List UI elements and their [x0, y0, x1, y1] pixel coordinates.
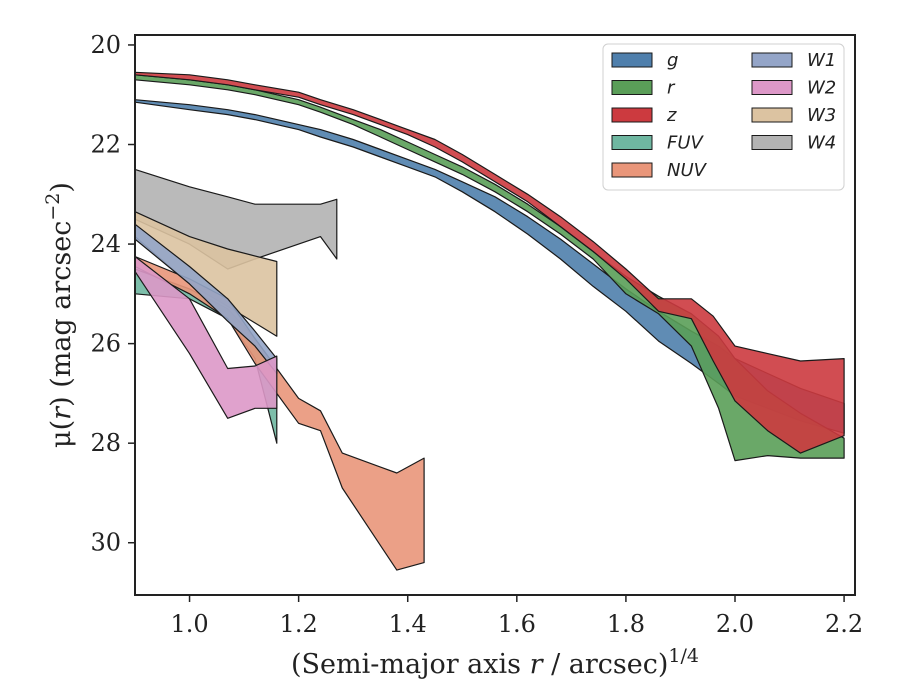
legend: grz FUV NUV W1 W2 W3 W4: [602, 43, 845, 191]
x-tick-label: 2.2: [825, 610, 863, 638]
legend-label-w2: W2: [807, 78, 836, 99]
y-tick-label: 24: [90, 230, 121, 258]
legend-swatch-nuv: [611, 162, 653, 178]
legend-label-w4: W4: [807, 133, 836, 154]
x-tick-label: 1.4: [389, 610, 427, 638]
legend-label-r: r: [667, 78, 676, 99]
legend-label-z: z: [666, 105, 677, 126]
band-w2: [134, 255, 278, 419]
x-tick-label: 1.6: [498, 610, 536, 638]
legend-swatch-fuv: [611, 135, 653, 150]
legend-swatch-r: [611, 80, 653, 95]
legend-label-nuv: NUV: [667, 160, 708, 181]
legend-swatch-w2: [751, 80, 793, 95]
legend-swatch-z: [611, 107, 653, 123]
legend-swatch-g: [611, 52, 653, 68]
y-tick-label: 26: [90, 330, 121, 358]
x-axis: 1.0 1.2 1.4 1.6 1.8 2.0 2.2: [170, 595, 863, 638]
y-tick-label: 28: [90, 429, 121, 457]
legend-label-w1: W1: [807, 50, 836, 71]
legend-swatch-w1: [751, 52, 793, 68]
y-axis: 20 22 24 26 28 30: [90, 31, 135, 557]
legend-label-g: g: [667, 50, 678, 71]
y-tick-label: 20: [90, 31, 121, 59]
band-layer: [134, 71, 845, 571]
legend-label-fuv: FUV: [667, 133, 705, 154]
legend-swatch-w3: [751, 107, 793, 123]
y-tick-label: 22: [90, 131, 121, 159]
x-axis-title: (Semi-major axis r / arcsec)1/4: [291, 645, 699, 680]
y-tick-label: 30: [90, 529, 121, 557]
plot-frame: [134, 34, 856, 596]
legend-label-w3: W3: [807, 105, 836, 126]
x-tick-label: 1.2: [280, 610, 318, 638]
x-tick-label: 1.8: [607, 610, 645, 638]
x-tick-label: 1.0: [170, 610, 208, 638]
x-tick-label: 2.0: [716, 610, 754, 638]
legend-swatch-w4: [751, 135, 793, 150]
y-axis-title: μ(r) (mag arcsec−2): [42, 182, 77, 448]
band-z: [134, 71, 845, 454]
